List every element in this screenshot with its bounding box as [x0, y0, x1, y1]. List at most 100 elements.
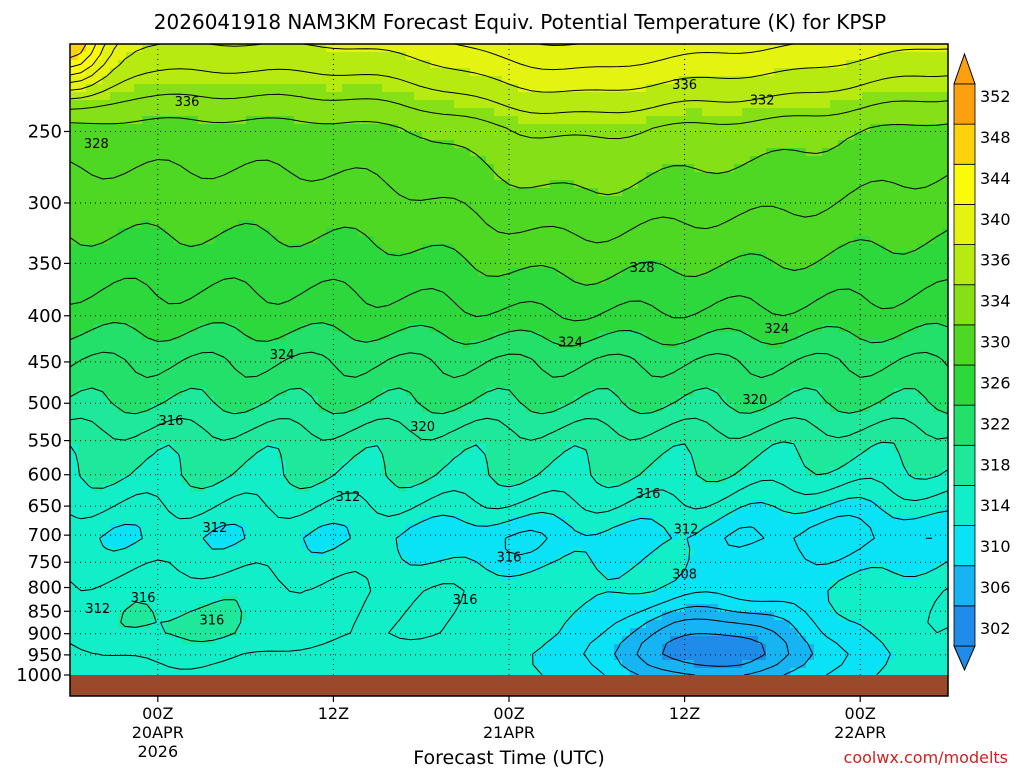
- y-tick-label-700: 700: [28, 525, 62, 546]
- contour-label-1: 328: [84, 137, 109, 152]
- contour-316: [70, 441, 948, 643]
- colorbar-swatch-3: [953, 485, 976, 526]
- contour-344: [70, 44, 97, 68]
- y-tick-label-650: 650: [28, 496, 62, 517]
- contour-310: [504, 514, 933, 676]
- contour-332: [70, 117, 948, 196]
- contour-340: [70, 44, 794, 83]
- x-axis-label: Forecast Time (UTC): [413, 747, 604, 768]
- x-tick-label-4-1: 22APR: [834, 723, 886, 742]
- colorbar-swatch-9: [953, 244, 976, 286]
- colorbar-label-348: 348: [980, 128, 1011, 147]
- contour-label-15: 316: [497, 550, 522, 565]
- contour-label-19: 312: [85, 602, 110, 617]
- contour-322: [70, 351, 948, 379]
- y-axis: 2503003504004505005506006507007508008509…: [16, 121, 70, 686]
- y-tick-label-900: 900: [28, 624, 62, 645]
- contour-label-11: 312: [336, 490, 361, 505]
- colorbar-label-322: 322: [980, 414, 1011, 433]
- theta-e-color-field: [70, 44, 948, 677]
- contour-304: [661, 633, 766, 667]
- colorbar-arrow-high: [953, 52, 976, 85]
- y-tick-label-300: 300: [28, 193, 62, 214]
- contour-labels: 336 328 336 332 328 324 324 324 316 320 320 312 316 3…: [84, 78, 789, 628]
- contour-324: [70, 322, 948, 347]
- x-tick-label-3-0: 12Z: [669, 704, 700, 723]
- colorbar-label-326: 326: [980, 373, 1011, 392]
- colorbar-swatch-13: [953, 83, 976, 125]
- colorbar-label-330: 330: [980, 333, 1011, 352]
- colorbar-swatch-4: [953, 444, 976, 486]
- contour-320: [70, 387, 948, 415]
- colorbar-label-306: 306: [980, 578, 1011, 597]
- contour-label-17: 316: [131, 591, 156, 606]
- y-tick-label-500: 500: [28, 393, 62, 414]
- watermark: coolwx.com/modelts: [844, 748, 1008, 767]
- contour-308: [614, 605, 814, 676]
- contour-label-7: 324: [764, 322, 789, 337]
- contour-336: [70, 68, 948, 114]
- y-tick-label-1000: 1000: [16, 665, 62, 686]
- contour-label-14: 312: [674, 523, 699, 538]
- colorbar-swatch-5: [953, 404, 976, 446]
- contour-318: [70, 417, 948, 441]
- colorbar-swatch-12: [953, 123, 976, 165]
- colorbar-swatch-1: [953, 565, 976, 607]
- contour-label-2: 336: [672, 78, 697, 93]
- colorbar-label-344: 344: [980, 169, 1011, 188]
- colorbar-label-318: 318: [980, 455, 1011, 474]
- colorbar-swatch-10: [953, 204, 976, 245]
- contour-label-8: 316: [159, 414, 184, 429]
- colorbar-label-314: 314: [980, 496, 1011, 515]
- x-tick-label-4-0: 00Z: [845, 704, 876, 723]
- x-tick-label-1-0: 12Z: [318, 704, 349, 723]
- x-tick-label-0-2: 2026: [137, 742, 178, 761]
- contour-label-4: 328: [630, 261, 655, 276]
- x-tick-label-2-1: 21APR: [483, 723, 535, 742]
- contour-label-10: 320: [742, 393, 767, 408]
- contour-314: [70, 477, 948, 670]
- colorbar-label-352: 352: [980, 87, 1011, 106]
- y-tick-label-550: 550: [28, 431, 62, 452]
- y-tick-label-400: 400: [28, 306, 62, 327]
- contour-label-9: 320: [410, 420, 435, 435]
- contour-label-0: 336: [175, 95, 200, 110]
- colorbar-swatch-11: [953, 163, 976, 205]
- y-tick-label-350: 350: [28, 253, 62, 274]
- contour-334: [70, 93, 948, 140]
- colorbar-swatch-2: [953, 525, 976, 567]
- colorbar-arrow-low: [953, 645, 976, 672]
- colorbar-swatch-0: [953, 605, 976, 647]
- colorbar-swatch-7: [953, 324, 976, 366]
- contour-306: [636, 618, 790, 676]
- ground-bar: [70, 675, 948, 696]
- contour-326: [70, 277, 948, 322]
- contour-label-18: 316: [453, 593, 478, 608]
- colorbar-label-334: 334: [980, 292, 1011, 311]
- y-tick-label-450: 450: [28, 352, 62, 373]
- contour-328: [70, 222, 948, 286]
- y-tick-label-750: 750: [28, 552, 62, 573]
- contour-lines: [70, 44, 948, 676]
- x-tick-label-0-0: 00Z: [142, 704, 173, 723]
- y-tick-label-950: 950: [28, 645, 62, 666]
- colorbar-label-302: 302: [980, 619, 1011, 638]
- x-tick-label-2-0: 00Z: [493, 704, 524, 723]
- plot-area: 336 328 336 332 328 324 324 324 316 320 320 312 316 3…: [70, 44, 948, 696]
- colorbar-label-336: 336: [980, 251, 1011, 270]
- y-tick-label-800: 800: [28, 578, 62, 599]
- contour-label-5: 324: [270, 348, 295, 363]
- chart-title: 2026041918 NAM3KM Forecast Equiv. Potent…: [154, 10, 886, 34]
- gridlines: [70, 44, 948, 675]
- contour-label-13: 312: [202, 521, 227, 536]
- contour-label-12: 316: [636, 487, 661, 502]
- colorbar-swatch-8: [953, 284, 976, 326]
- contour-346: [70, 44, 87, 59]
- colorbar-swatch-6: [953, 364, 976, 406]
- colorbar: 302 306 310 314 318 322 326 330 334 336 340 344 348 3…: [953, 52, 1011, 672]
- contour-312: [99, 496, 948, 676]
- contour-label-6: 324: [558, 335, 583, 350]
- contour-label-3: 332: [750, 93, 775, 108]
